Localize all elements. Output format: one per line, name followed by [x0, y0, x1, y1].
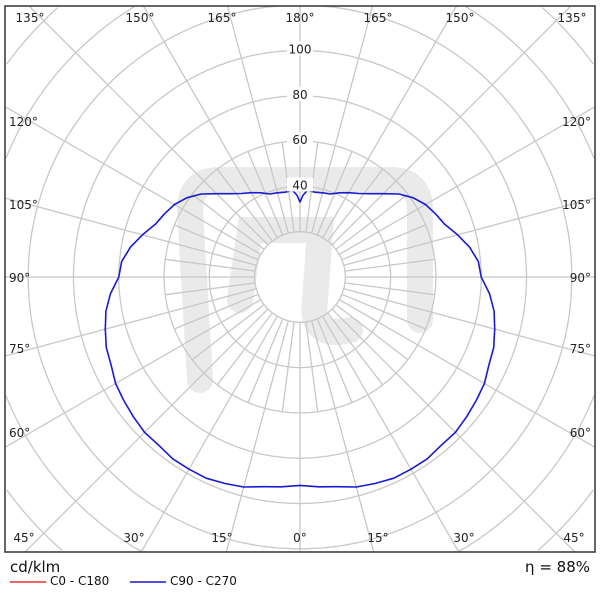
angle-label-top: 150° [126, 11, 155, 25]
grid-spoke [311, 5, 374, 234]
grid-spoke [331, 5, 572, 246]
tick-label-bg [287, 177, 313, 192]
grid-spoke [174, 224, 259, 261]
grid-spoke [327, 312, 384, 386]
grid-spoke [327, 168, 384, 242]
grid-spoke [305, 321, 319, 412]
angle-label-bottom: 15° [211, 531, 232, 545]
grid-spoke [281, 321, 295, 412]
grid-spoke [335, 304, 409, 361]
grid-spoke [341, 293, 426, 330]
grid-spoke [191, 304, 265, 361]
legend-label-c0-c180: C0 - C180 [50, 574, 110, 588]
grid-spoke [343, 288, 596, 357]
grid-spoke [142, 5, 278, 239]
grid-spoke [140, 315, 278, 553]
angle-label-bottom: 45° [13, 531, 34, 545]
angle-label-top: 180° [286, 11, 315, 25]
angle-label-right: 120° [562, 115, 591, 129]
radial-tick-label: 60 [292, 133, 307, 147]
angle-label-right: 60° [570, 426, 591, 440]
angle-label-top: 165° [364, 11, 393, 25]
grid-spoke [24, 308, 269, 553]
angle-label-left: 75° [9, 342, 30, 356]
grid-spoke [331, 308, 576, 553]
legend-label-c90-c270: C90 - C270 [170, 574, 237, 588]
grid-spoke [216, 168, 273, 242]
grid-ring-20 [254, 231, 346, 323]
grid-spoke [311, 320, 375, 553]
grid-ring-140 [5, 6, 595, 553]
angle-label-bottom: 15° [367, 531, 388, 545]
grid-spoke [4, 197, 257, 266]
grid-ring-120 [27, 5, 573, 550]
grid-spoke [225, 320, 289, 553]
tick-label-bg [287, 86, 313, 101]
tick-label-bg [287, 41, 313, 56]
grid-spoke [165, 282, 256, 296]
grid-spoke [216, 312, 273, 386]
radial-tick-label: 100 [289, 43, 312, 57]
angle-label-right: 90° [570, 271, 591, 285]
grid-spoke [247, 318, 284, 403]
radial-tick-label: 40 [292, 178, 307, 192]
grid-spoke [4, 106, 262, 255]
grid-spoke [341, 224, 426, 261]
angle-label-left: 105° [9, 198, 38, 212]
angle-label-top: 150° [446, 11, 475, 25]
grid-spoke [344, 282, 435, 296]
angle-label-bottom: 30° [123, 531, 144, 545]
grid-spoke [174, 293, 259, 330]
grid-spoke [4, 299, 262, 448]
grid-spoke [338, 106, 596, 255]
angle-label-left: 120° [9, 115, 38, 129]
grid-spoke [165, 258, 256, 272]
angle-label-top: 135° [16, 11, 45, 25]
chart-frame [4, 5, 596, 553]
grid-spoke [28, 5, 269, 246]
grid-spoke [4, 288, 257, 357]
grid-spoke [343, 197, 596, 266]
grid-spoke [322, 315, 460, 553]
angle-label-right: 105° [562, 198, 591, 212]
grid-spoke [335, 193, 409, 250]
grid-spoke [316, 318, 353, 403]
unit-label: cd/klm [10, 558, 61, 576]
efficiency-label: η = 88% [525, 558, 590, 576]
grid-spoke [338, 299, 596, 448]
radial-tick-label: 80 [292, 88, 307, 102]
grid-spoke [322, 5, 458, 239]
tick-label-bg [287, 132, 313, 147]
angle-label-bottom: 0° [293, 531, 307, 545]
grid-spoke [226, 5, 289, 234]
grid-spoke [191, 193, 265, 250]
angle-label-left: 90° [9, 271, 30, 285]
grid-ring-160 [6, 7, 594, 551]
angle-label-right: 75° [570, 342, 591, 356]
angle-label-bottom: 30° [453, 531, 474, 545]
watermark-logo [176, 167, 433, 393]
angle-label-top: 135° [558, 11, 587, 25]
curve-series-1 [104, 189, 496, 488]
grid-spoke [344, 258, 435, 272]
angle-label-top: 165° [208, 11, 237, 25]
angle-label-left: 60° [9, 426, 30, 440]
angle-label-bottom: 45° [563, 531, 584, 545]
